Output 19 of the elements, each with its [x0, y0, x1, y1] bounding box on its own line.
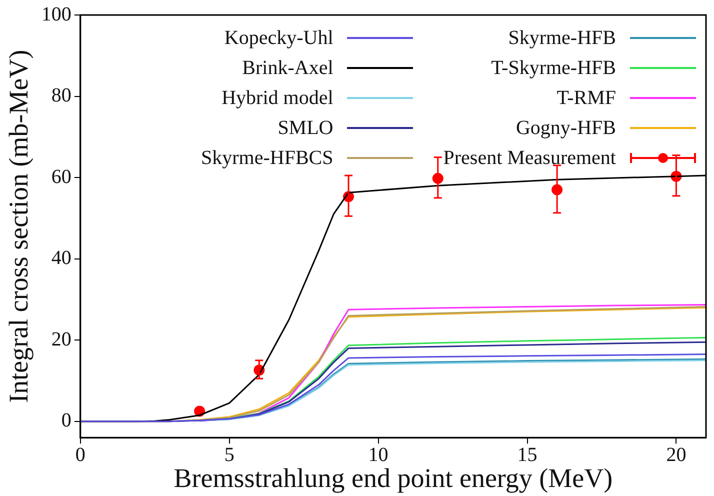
x-tick-label: 0	[75, 444, 86, 466]
legend-label: Hybrid model	[222, 86, 334, 110]
legend-label: Brink-Axel	[242, 56, 334, 80]
y-tick-label: 40	[51, 247, 72, 270]
legend-label: Kopecky-Uhl	[224, 26, 334, 50]
x-tick-label: 20	[666, 444, 686, 466]
legend-label: T-Skyrme-HFB	[491, 56, 616, 80]
y-tick-label: 60	[51, 166, 72, 188]
y-tick-label: 0	[61, 410, 72, 432]
legend-label: Gogny-HFB	[516, 116, 616, 140]
y-tick-label: 100	[41, 3, 72, 26]
legend-label: Skyrme-HFBCS	[201, 146, 334, 170]
legend-label: SMLO	[278, 116, 334, 140]
legend-label: Skyrme-HFB	[508, 26, 616, 50]
legend-label: Present Measurement	[443, 146, 616, 170]
y-tick-label: 80	[51, 84, 72, 107]
legend-label: T-RMF	[556, 86, 616, 110]
y-tick-label: 20	[51, 328, 72, 350]
y-axis-title: Integral cross section (mb-MeV)	[3, 50, 34, 403]
